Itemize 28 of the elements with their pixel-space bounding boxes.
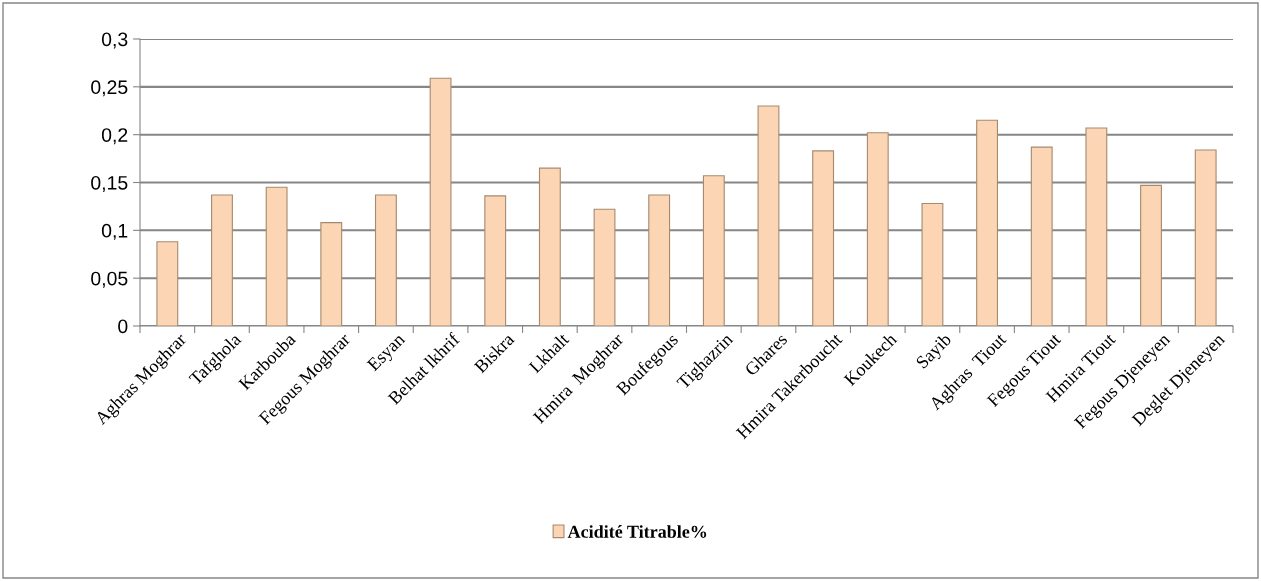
bar [320,222,343,326]
bar [156,241,179,326]
bar [211,194,233,326]
bar [976,119,999,326]
bar [757,105,780,326]
bar [702,175,725,326]
bar [648,194,671,326]
bar [1030,146,1053,326]
y-tick-label: 0,2 [101,128,128,145]
y-tick-label: 0,1 [101,223,128,240]
bar [921,202,944,326]
bar [429,77,452,326]
y-tick-label: 0,15 [91,175,128,193]
y-tick-label: 0,05 [91,271,128,288]
bar [484,195,507,326]
bar [538,167,561,326]
y-tick-label: 0,3 [101,32,128,49]
y-tick-label: 0 [118,319,128,334]
bar [866,132,889,326]
bar [265,186,288,326]
bar [374,194,397,326]
bar [593,208,616,326]
y-tick-label: 0,25 [91,80,128,97]
bar [1140,184,1162,326]
legend-label: Acidité Titrable% [567,525,707,538]
bar [812,150,835,326]
bar [1085,127,1108,326]
bar [1194,149,1217,326]
